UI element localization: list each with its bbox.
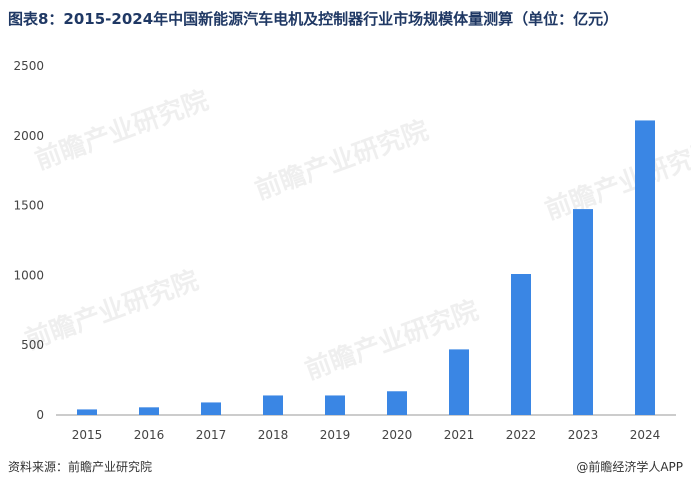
source-note: 资料来源：前瞻产业研究院 [8, 460, 153, 474]
x-tick-label: 2018 [258, 428, 289, 442]
x-tick-label: 2023 [568, 428, 599, 442]
x-tick-label: 2024 [630, 428, 661, 442]
bar-2022 [511, 274, 531, 415]
y-tick-label: 0 [36, 408, 44, 422]
x-tick-label: 2019 [320, 428, 351, 442]
x-tick-label: 2020 [382, 428, 413, 442]
bar-2017 [201, 402, 221, 415]
y-tick-label: 500 [21, 338, 44, 352]
x-tick-label: 2015 [72, 428, 103, 442]
bar-2015 [77, 409, 97, 415]
x-tick-label: 2021 [444, 428, 475, 442]
x-tick-label: 2022 [506, 428, 537, 442]
bar-2018 [263, 395, 283, 415]
bar-2023 [573, 209, 593, 415]
bar-2016 [139, 407, 159, 415]
y-tick-label: 2500 [13, 59, 44, 73]
x-tick-label: 2017 [196, 428, 227, 442]
y-tick-label: 1500 [13, 199, 44, 213]
bar-2021 [449, 349, 469, 415]
bar-2024 [635, 120, 655, 415]
bar-2020 [387, 391, 407, 415]
bar-2019 [325, 395, 345, 415]
y-tick-label: 2000 [13, 129, 44, 143]
x-tick-label: 2016 [134, 428, 165, 442]
credit-note: @前瞻经济学人APP [576, 460, 683, 474]
y-tick-label: 1000 [13, 268, 44, 282]
chart-title: 图表8：2015-2024年中国新能源汽车电机及控制器行业市场规模体量测算（单位… [8, 10, 619, 28]
